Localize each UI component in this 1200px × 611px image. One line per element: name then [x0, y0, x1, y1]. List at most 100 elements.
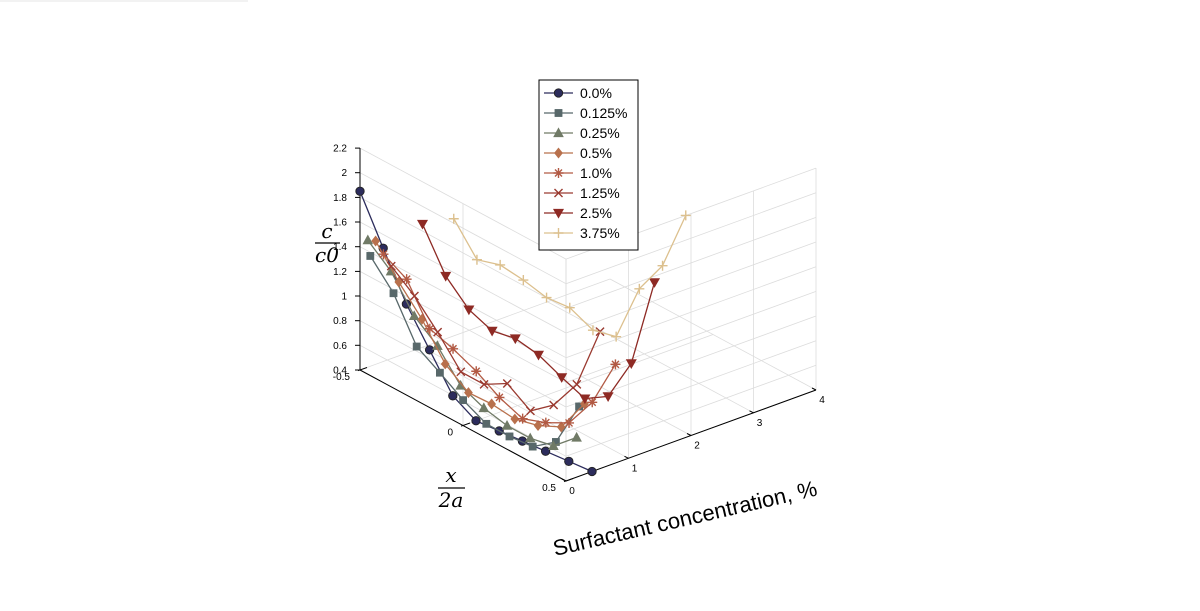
data-point	[553, 127, 564, 138]
legend-entry: 1.0%	[544, 165, 612, 181]
data-point	[366, 252, 375, 260]
x-tick-label: 2	[694, 441, 700, 452]
data-point	[510, 413, 520, 425]
data-point	[464, 387, 473, 399]
data-point	[486, 326, 498, 337]
data-point	[556, 373, 568, 383]
legend-label: 0.0%	[580, 85, 612, 101]
legend-entry: 1.25%	[544, 185, 620, 201]
data-point	[505, 432, 514, 441]
series-0.5%	[371, 235, 589, 433]
series-line	[369, 255, 580, 448]
legend-label: 2.5%	[580, 205, 612, 221]
data-point	[440, 271, 452, 282]
data-point	[463, 305, 475, 316]
data-point	[378, 249, 389, 260]
data-point	[448, 213, 459, 224]
data-point	[564, 456, 574, 466]
data-point	[362, 234, 374, 245]
legend-label: 0.125%	[580, 105, 627, 121]
data-point	[634, 283, 645, 294]
x-axis-label: Surfactant concentration, %	[551, 476, 820, 561]
y-tick-label: 0.5	[542, 483, 556, 494]
data-point	[548, 440, 559, 450]
data-point	[648, 278, 661, 288]
top-edge-strip	[0, 0, 248, 2]
legend-box	[538, 79, 639, 251]
data-point	[448, 343, 459, 354]
data-point	[553, 88, 564, 98]
legend-label: 0.25%	[580, 125, 620, 141]
data-point	[554, 147, 563, 159]
data-point	[528, 442, 537, 451]
legend-entry: 0.25%	[544, 125, 620, 141]
z-label-denominator: c0	[315, 243, 339, 267]
data-point	[424, 323, 435, 334]
data-point	[556, 421, 566, 433]
grid-line	[547, 301, 754, 414]
legend-label: 0.5%	[580, 145, 612, 161]
y-label-denominator: 2a	[438, 488, 464, 512]
data-point	[554, 188, 563, 198]
series-1.25%	[386, 261, 605, 416]
data-point	[541, 292, 552, 303]
data-point	[680, 210, 691, 221]
data-point	[532, 350, 545, 361]
x-tick-label: 3	[757, 418, 763, 429]
data-point	[553, 228, 564, 238]
data-point	[487, 398, 497, 410]
data-point	[564, 302, 575, 313]
z-tick-label: 1	[341, 292, 347, 303]
data-point	[471, 416, 481, 426]
data-point	[587, 325, 598, 336]
data-point	[587, 397, 598, 408]
data-point	[579, 394, 591, 405]
x-tick-label: 4	[819, 395, 825, 406]
data-point	[587, 466, 597, 477]
data-point	[355, 186, 365, 196]
z-tick-label: 0.4	[333, 366, 347, 377]
legend: 0.0% 0.125% 0.25% 0.5% 1.0% 1.25% 2.5% 3.75%	[538, 79, 639, 251]
data-point	[371, 235, 381, 247]
data-point	[602, 392, 614, 402]
legend-entry: 2.5%	[544, 205, 612, 221]
data-point	[412, 342, 421, 351]
z-tick-label: 1.6	[333, 218, 347, 229]
tick-labels: 0.4 0.6 0.8 1 1.2 1.4 1.6 1.8 2 2.2 -0.5 0 0.5 0 1 2 3 4	[333, 144, 825, 497]
data-point	[494, 392, 505, 403]
z-tick-label: 0.6	[333, 341, 347, 352]
data-point	[440, 358, 450, 370]
x-tick-mark	[624, 455, 629, 459]
legend-entry: 3.75%	[544, 225, 620, 241]
data-point	[471, 366, 482, 377]
data-point	[549, 400, 559, 410]
x-tick-mark	[749, 410, 754, 414]
series-2.5%	[416, 219, 661, 405]
z-tick-label: 2.2	[333, 144, 347, 155]
data-point	[625, 359, 637, 369]
y-axis-label: x 2a	[438, 463, 465, 512]
series-line	[367, 239, 577, 447]
data-point	[416, 219, 429, 230]
legend-label: 3.75%	[580, 225, 620, 241]
data-series	[355, 186, 691, 477]
data-point	[610, 359, 621, 370]
z-tick-label: 1.2	[333, 267, 347, 278]
y-tick-label: 0	[447, 428, 453, 439]
data-point	[518, 275, 529, 286]
data-point	[524, 432, 536, 443]
axis-lines	[355, 147, 817, 483]
data-point	[435, 368, 444, 377]
data-point	[572, 379, 582, 389]
series-0.125%	[366, 252, 583, 451]
data-point	[552, 208, 565, 219]
data-point	[517, 413, 528, 424]
data-point	[482, 419, 491, 428]
y-tick-mark	[460, 422, 471, 427]
legend-entry: 0.5%	[544, 145, 612, 161]
series-3.75%	[448, 210, 691, 342]
data-point	[502, 378, 512, 388]
x-tick-mark	[686, 433, 692, 436]
data-point	[501, 419, 513, 430]
data-point	[386, 261, 396, 271]
